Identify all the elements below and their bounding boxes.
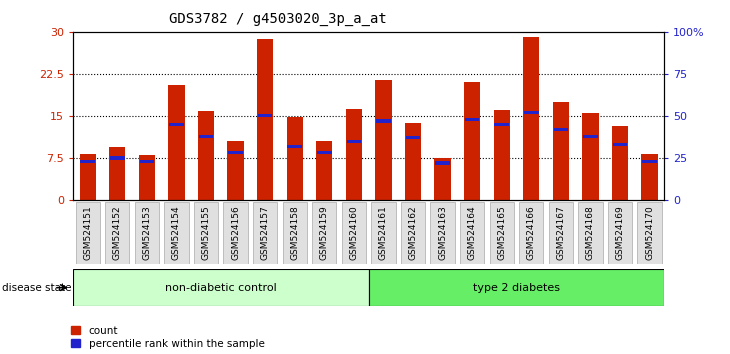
Text: GSM524168: GSM524168 xyxy=(586,205,595,260)
Bar xyxy=(258,114,272,118)
Bar xyxy=(169,85,185,200)
Bar xyxy=(434,158,450,200)
Text: GSM524158: GSM524158 xyxy=(291,205,299,260)
Bar xyxy=(494,123,509,126)
Bar xyxy=(493,110,510,200)
Bar xyxy=(194,202,218,264)
Bar xyxy=(431,202,455,264)
Text: type 2 diabetes: type 2 diabetes xyxy=(473,282,560,293)
Text: GSM524162: GSM524162 xyxy=(409,205,418,260)
Text: GSM524167: GSM524167 xyxy=(556,205,565,260)
Bar xyxy=(257,39,273,200)
Bar xyxy=(553,128,568,131)
Text: GSM524170: GSM524170 xyxy=(645,205,654,260)
Text: GSM524155: GSM524155 xyxy=(201,205,210,260)
Text: GSM524152: GSM524152 xyxy=(113,205,122,260)
Bar xyxy=(228,152,243,154)
Bar xyxy=(369,269,664,306)
Text: GSM524169: GSM524169 xyxy=(615,205,624,260)
Bar xyxy=(73,269,369,306)
Text: GSM524165: GSM524165 xyxy=(497,205,506,260)
Bar xyxy=(464,82,480,200)
Bar xyxy=(342,202,366,264)
Bar xyxy=(139,155,155,200)
Bar xyxy=(612,126,628,200)
Text: GSM524160: GSM524160 xyxy=(350,205,358,260)
Bar xyxy=(376,119,391,122)
Bar xyxy=(401,202,425,264)
Bar xyxy=(642,160,657,163)
Bar xyxy=(312,202,337,264)
Bar xyxy=(519,202,543,264)
Bar xyxy=(287,117,303,200)
Text: disease state: disease state xyxy=(2,282,72,293)
Bar xyxy=(523,38,539,200)
Bar xyxy=(110,156,125,160)
Bar xyxy=(317,152,331,154)
Bar xyxy=(198,112,214,200)
Bar xyxy=(637,202,661,264)
Text: GSM524151: GSM524151 xyxy=(83,205,92,260)
Bar xyxy=(139,160,154,163)
Text: GDS3782 / g4503020_3p_a_at: GDS3782 / g4503020_3p_a_at xyxy=(169,12,386,27)
Bar xyxy=(283,202,307,264)
Bar xyxy=(135,202,159,264)
Bar xyxy=(642,154,658,200)
Bar xyxy=(612,143,627,146)
Text: GSM524153: GSM524153 xyxy=(142,205,151,260)
Bar xyxy=(553,102,569,200)
Bar xyxy=(375,80,391,200)
Text: GSM524166: GSM524166 xyxy=(527,205,536,260)
Bar xyxy=(347,139,361,143)
Bar xyxy=(253,202,277,264)
Text: non-diabetic control: non-diabetic control xyxy=(165,282,277,293)
Legend: count, percentile rank within the sample: count, percentile rank within the sample xyxy=(71,326,264,349)
Bar xyxy=(110,147,126,200)
Bar xyxy=(405,123,421,200)
Bar xyxy=(223,202,247,264)
Bar xyxy=(199,135,213,138)
Text: GSM524154: GSM524154 xyxy=(172,205,181,260)
Bar xyxy=(549,202,573,264)
Bar xyxy=(80,160,95,163)
Bar xyxy=(164,202,188,264)
Text: GSM524161: GSM524161 xyxy=(379,205,388,260)
Bar xyxy=(583,113,599,200)
Bar xyxy=(465,118,480,121)
Bar xyxy=(435,161,450,165)
Bar xyxy=(105,202,129,264)
Bar xyxy=(372,202,396,264)
Bar xyxy=(524,111,539,114)
Bar xyxy=(169,123,184,126)
Bar xyxy=(460,202,484,264)
Text: GSM524159: GSM524159 xyxy=(320,205,328,260)
Bar xyxy=(316,141,332,200)
Text: GSM524156: GSM524156 xyxy=(231,205,240,260)
Text: GSM524164: GSM524164 xyxy=(468,205,477,260)
Bar xyxy=(583,135,598,138)
Bar xyxy=(288,145,302,148)
Bar xyxy=(608,202,632,264)
Text: GSM524157: GSM524157 xyxy=(261,205,269,260)
Bar xyxy=(76,202,100,264)
Bar xyxy=(406,136,420,139)
Bar xyxy=(346,109,362,200)
Bar xyxy=(578,202,602,264)
Bar xyxy=(228,141,244,200)
Bar xyxy=(490,202,514,264)
Text: GSM524163: GSM524163 xyxy=(438,205,447,260)
Bar xyxy=(80,154,96,200)
